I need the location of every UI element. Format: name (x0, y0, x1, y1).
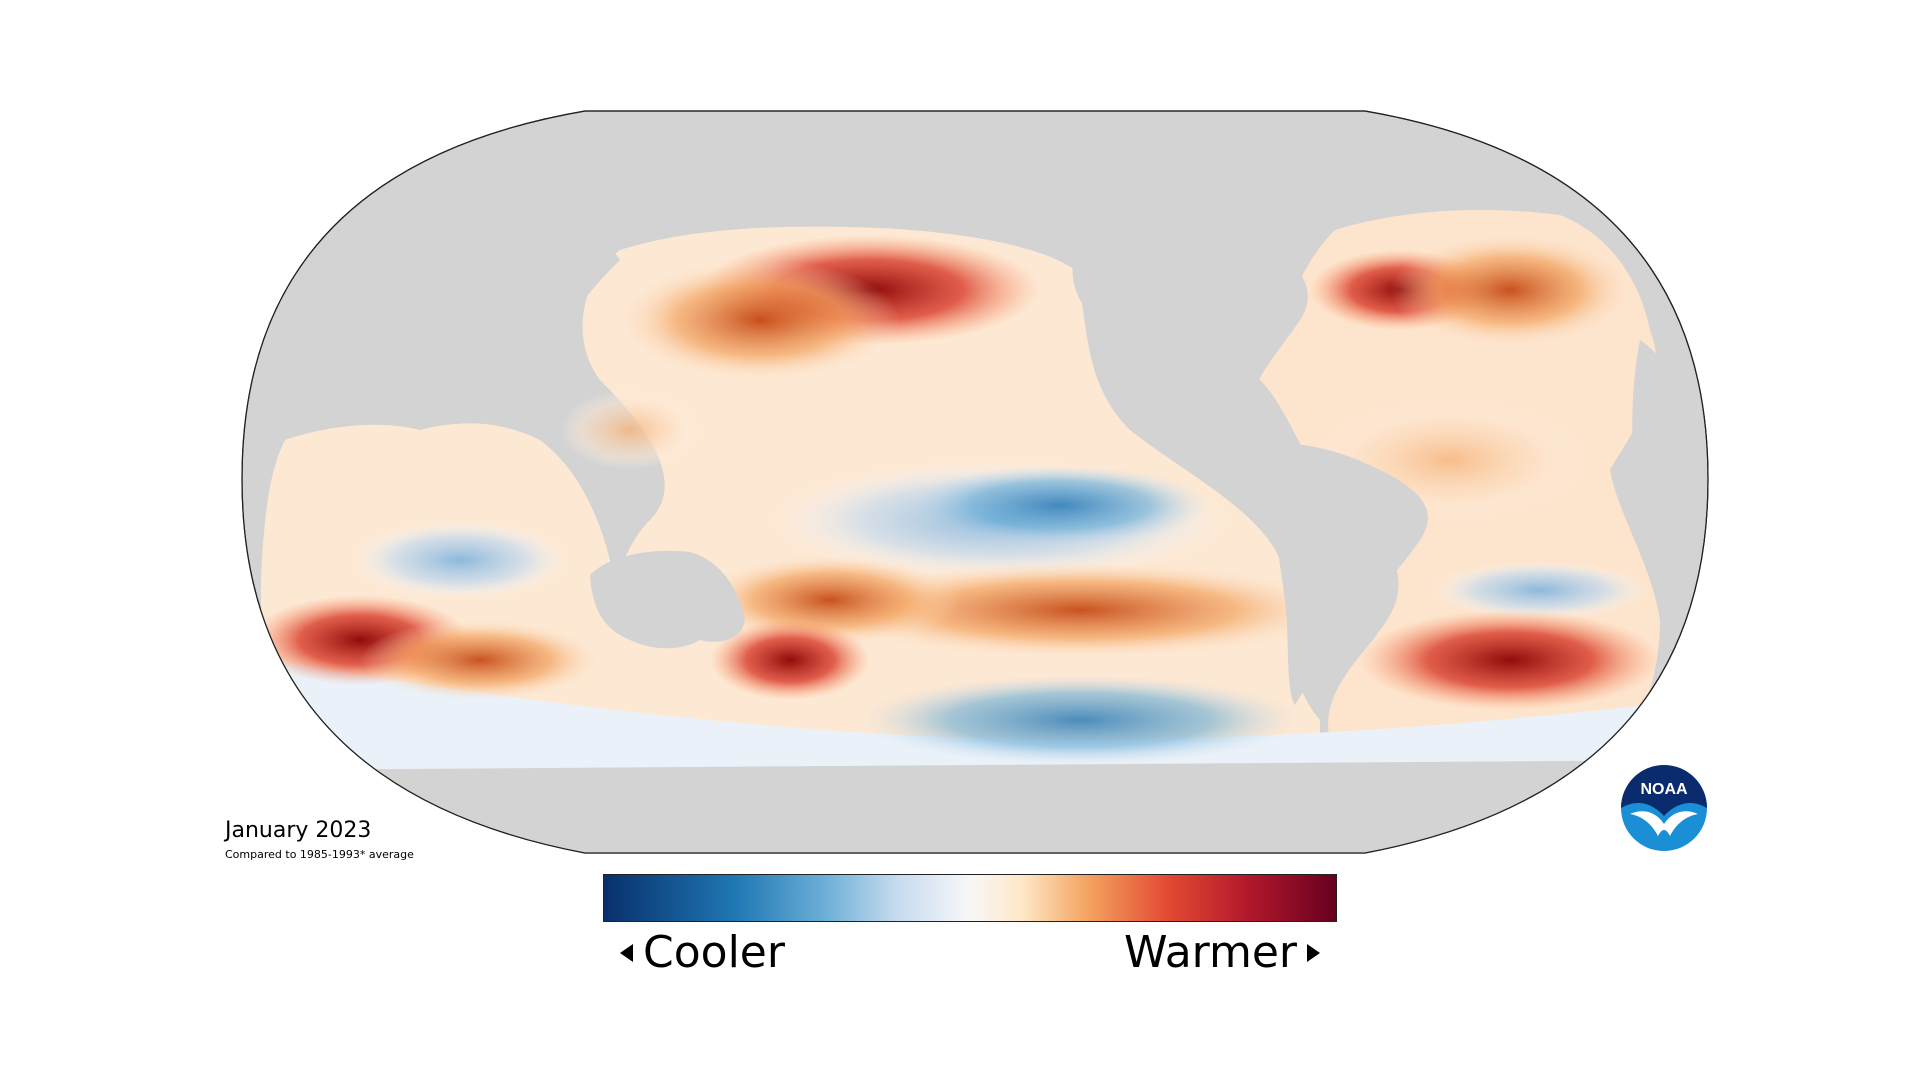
australia (590, 550, 745, 649)
eurasia-east (459, 180, 620, 400)
south-atlantic-warm-anomaly (1360, 610, 1660, 710)
kuroshio-warm-anomaly (620, 260, 900, 380)
south-america (1265, 443, 1428, 705)
maritime-continent-warm (560, 390, 700, 470)
colorbar (603, 874, 1337, 922)
noaa-logo-text: NOAA (1640, 781, 1688, 798)
tasman-sea-warm-anomaly (710, 620, 870, 700)
noaa-logo: NOAA (1621, 765, 1707, 851)
central-indian-cool (350, 520, 570, 600)
tropical-pacific-core-cool (910, 465, 1210, 545)
southern-pacific-cool-anomaly (860, 675, 1300, 765)
cooler-label: Cooler (643, 927, 785, 978)
warmer-label: Warmer (1124, 927, 1297, 978)
antarctica-edge (250, 760, 1700, 853)
colorbar-gradient (604, 875, 1336, 921)
map-date-label: January 2023 (225, 818, 372, 843)
south-atlantic-cool-band (1430, 560, 1650, 620)
right-arrow-icon (1307, 944, 1320, 962)
left-arrow-icon (620, 944, 633, 962)
indian-ocean-warm (360, 620, 600, 700)
baseline-period-label: Compared to 1985-1993* average (225, 848, 414, 861)
africa (1632, 340, 1695, 580)
north-america (1072, 233, 1308, 460)
cooler-legend: Cooler (620, 928, 785, 978)
colorbar-labels: Cooler Warmer (620, 928, 1320, 978)
north-atlantic-warm (1390, 235, 1630, 345)
warmer-legend: Warmer (1124, 928, 1320, 978)
